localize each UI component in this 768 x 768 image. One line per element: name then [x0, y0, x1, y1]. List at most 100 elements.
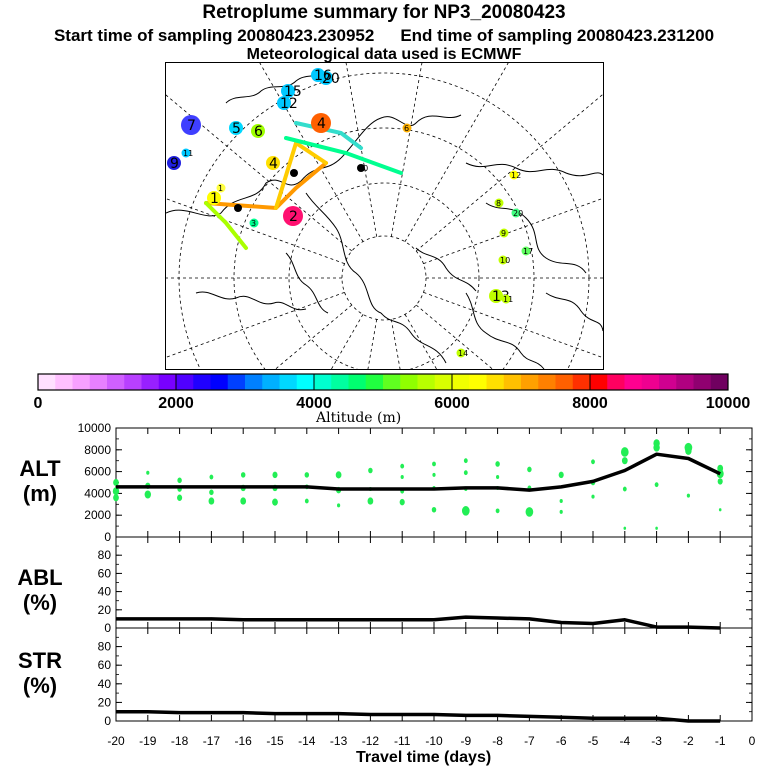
map-coastline: [415, 247, 477, 292]
scatter-point: [686, 493, 691, 498]
altitude-colorbar: [37, 373, 729, 391]
colorbar-swatch: [590, 374, 608, 390]
map-point-marker: [357, 164, 365, 172]
polar-map: 7 5 6 4 4 9 2 1 3 12 15 20 16 6 8 9 10 13 11 12 17 20 14 11 1 2 3 1…: [165, 62, 604, 370]
colorbar-tick-label: 10000: [705, 395, 751, 412]
colorbar-swatch: [452, 374, 470, 390]
colorbar-swatch: [331, 374, 349, 390]
map-coastline: [485, 202, 587, 274]
map-meridian: [390, 319, 401, 369]
scatter-point: [591, 494, 595, 499]
x-tick-label: -14: [298, 734, 316, 748]
map-point: 11: [181, 148, 193, 158]
map-meridian: [415, 93, 603, 252]
scatter-point: [461, 506, 470, 516]
y-tick-label: 60: [98, 658, 112, 672]
scatter-point: [240, 472, 246, 478]
scatter-point: [622, 486, 627, 492]
scatter-point: [432, 472, 436, 477]
scatter-point: [367, 497, 374, 505]
x-tick-label: 0: [749, 734, 756, 748]
panel-0: 0 2000 4000 6000 8000 10000: [78, 421, 753, 544]
map-point: 3: [249, 218, 259, 228]
x-tick-label: -9: [460, 734, 471, 748]
colorbar-swatch: [521, 374, 539, 390]
str-label-line1: STR: [18, 648, 62, 673]
scatter-point: [495, 508, 500, 514]
map-meridian: [390, 63, 423, 237]
y-tick-label: 0: [104, 621, 111, 635]
map-point-label: 17: [523, 247, 533, 256]
scatter-point: [653, 443, 660, 452]
x-tick-label: -19: [139, 734, 157, 748]
map-point-label: 12: [511, 171, 521, 180]
colorbar-swatch: [693, 374, 712, 390]
x-tick-label: -20: [107, 734, 125, 748]
colorbar-swatch: [469, 374, 487, 390]
map-point-label: 6: [254, 124, 263, 140]
scatter-point: [368, 467, 373, 474]
scatter-point: [113, 478, 119, 487]
map-coastline: [305, 192, 382, 314]
colorbar-swatch: [55, 374, 73, 390]
map-point-marker: [311, 113, 331, 133]
map-point-label: 12: [280, 96, 298, 112]
colorbar-swatch: [262, 374, 280, 390]
map-point-label: 4: [317, 116, 326, 132]
map-latitude-circle: [341, 235, 427, 321]
scatter-point: [559, 499, 563, 504]
colorbar-swatch: [434, 374, 453, 390]
map-latitude-circle: [288, 182, 480, 369]
map-point-marker: [249, 218, 259, 228]
map-point-marker: [498, 255, 508, 265]
map-point-marker: [207, 191, 221, 205]
y-tick-label: 10000: [78, 421, 112, 435]
x-tick-label: -17: [203, 734, 221, 748]
colorbar-swatch: [676, 374, 694, 390]
map-point-marker: [266, 156, 280, 170]
map-point-label: 14: [458, 349, 468, 358]
map-point-marker: [251, 124, 265, 138]
y-tick-label: 6000: [84, 465, 111, 479]
map-point-marker: [509, 170, 519, 180]
colorbar-swatch: [365, 374, 384, 390]
map-point-label: 20: [513, 209, 523, 218]
colorbar-tick-label: 0: [33, 395, 43, 412]
scatter-point: [432, 461, 436, 467]
map-point-marker: [489, 289, 503, 303]
x-tick-label: -2: [683, 734, 694, 748]
map-point-label: 7: [187, 118, 196, 134]
sampling-times: Start time of sampling 20080423.230952 En…: [0, 26, 768, 46]
map-point-marker: [499, 228, 509, 238]
map-point: 15: [281, 84, 302, 100]
map-meridian: [166, 198, 345, 265]
colorbar-swatch: [572, 374, 591, 390]
colorbar-axis-label: Altitude (m): [316, 410, 402, 426]
map-point-label: 11: [183, 149, 193, 158]
x-tick-label: -4: [619, 734, 630, 748]
map-point: 7: [181, 115, 201, 135]
map-point: 6: [402, 123, 412, 133]
colorbar-swatch: [38, 374, 56, 390]
y-tick-label: 0: [104, 714, 111, 728]
map-coastline: [195, 291, 307, 311]
scatter-point: [177, 494, 183, 501]
map-coastline: [465, 162, 603, 177]
map-point-marker: [521, 246, 531, 256]
x-tick-label: -13: [330, 734, 348, 748]
map-point-label: 20: [322, 71, 340, 87]
alt-label-line1: ALT: [19, 456, 61, 481]
map-point: 2: [234, 204, 242, 213]
map-coastline: [465, 292, 545, 369]
panel-frame: [115, 627, 753, 722]
map-point-label: 4: [269, 156, 278, 172]
x-tick-label: -18: [171, 734, 189, 748]
map-meridian: [259, 63, 364, 242]
map-point-marker: [181, 148, 191, 158]
map-coastline: [225, 70, 327, 104]
map-point-label: 11: [503, 295, 513, 304]
map-point: 4: [311, 113, 331, 133]
map-point-label: 3: [251, 219, 256, 228]
scatter-point: [113, 494, 119, 502]
map-point: 5: [229, 121, 243, 137]
